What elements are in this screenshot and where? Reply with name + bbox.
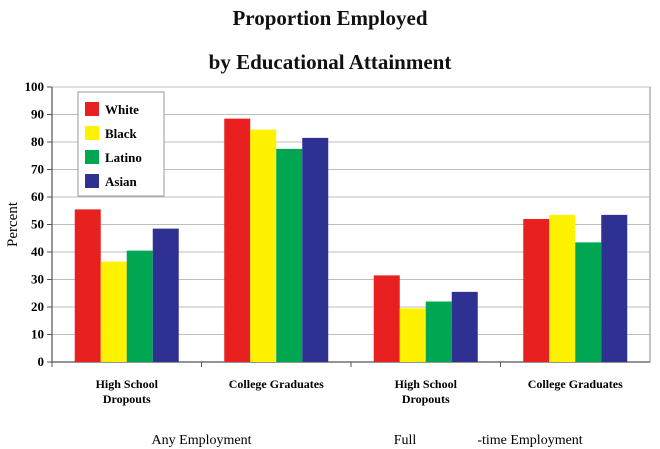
x-category-label: College Graduates bbox=[528, 377, 623, 391]
y-tick-label: 70 bbox=[31, 162, 44, 177]
y-tick-label: 10 bbox=[31, 327, 44, 342]
legend-label: White bbox=[105, 102, 139, 117]
legend-swatch bbox=[85, 102, 99, 116]
group-label: Any Employment bbox=[152, 433, 252, 448]
y-tick-label: 80 bbox=[31, 134, 44, 149]
group-label: -time Employment bbox=[477, 433, 582, 448]
group-label: Full bbox=[394, 433, 417, 448]
y-axis-label: Percent bbox=[5, 201, 21, 247]
x-category-label: College Graduates bbox=[229, 377, 324, 391]
x-category-label: Dropouts bbox=[402, 392, 450, 406]
bar-asian bbox=[302, 138, 328, 362]
bar-black bbox=[400, 308, 426, 362]
y-tick-label: 100 bbox=[25, 79, 45, 94]
y-tick-label: 50 bbox=[31, 217, 44, 232]
x-category-label: High School bbox=[395, 377, 458, 391]
bar-black bbox=[549, 215, 575, 362]
legend-label: Latino bbox=[105, 150, 142, 165]
bar-asian bbox=[601, 215, 627, 362]
bar-latino bbox=[575, 242, 601, 362]
legend-swatch bbox=[85, 174, 99, 188]
bar-white bbox=[523, 219, 549, 362]
bar-latino bbox=[127, 251, 153, 362]
y-tick-label: 60 bbox=[31, 189, 44, 204]
bar-black bbox=[101, 262, 127, 362]
y-tick-label: 40 bbox=[31, 244, 44, 259]
bar-latino bbox=[426, 302, 452, 363]
legend-label: Black bbox=[105, 126, 138, 141]
legend-swatch bbox=[85, 150, 99, 164]
y-tick-label: 90 bbox=[31, 107, 44, 122]
bar-black bbox=[250, 130, 276, 362]
bar-white bbox=[224, 119, 250, 362]
x-category-label: High School bbox=[96, 377, 159, 391]
bar-white bbox=[374, 275, 400, 362]
y-tick-label: 0 bbox=[38, 354, 45, 369]
bar-white bbox=[75, 209, 101, 362]
x-category-label: Dropouts bbox=[103, 392, 151, 406]
legend-label: Asian bbox=[105, 174, 138, 189]
bar-latino bbox=[276, 149, 302, 362]
y-tick-label: 20 bbox=[31, 299, 44, 314]
bar-asian bbox=[153, 229, 179, 362]
y-tick-label: 30 bbox=[31, 272, 44, 287]
legend-swatch bbox=[85, 126, 99, 140]
bar-asian bbox=[452, 292, 478, 362]
